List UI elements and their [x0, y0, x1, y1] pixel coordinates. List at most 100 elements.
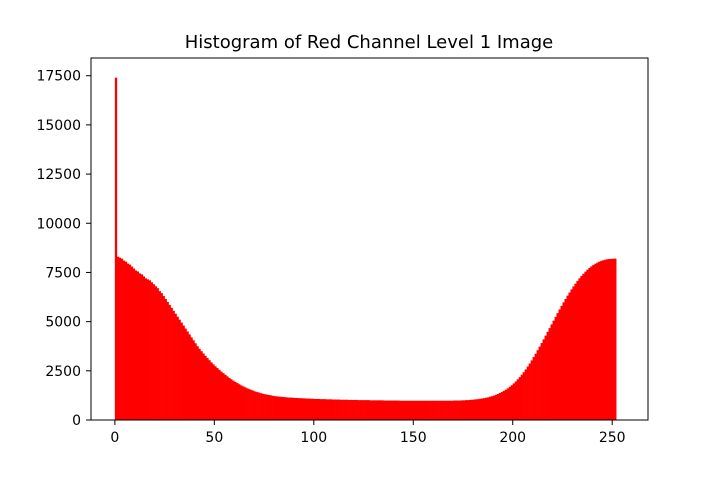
histogram-bar: [371, 400, 374, 420]
histogram-bar: [461, 400, 464, 420]
histogram-bar: [393, 400, 396, 420]
histogram-bar: [268, 395, 271, 420]
histogram-bar: [279, 396, 283, 420]
histogram-bar: [383, 400, 386, 420]
histogram-bar: [516, 379, 519, 420]
histogram-bar: [492, 395, 496, 420]
histogram-bar: [341, 399, 344, 420]
y-tick-label: 7500: [45, 265, 81, 281]
histogram-bar: [299, 398, 303, 420]
histogram-bar: [214, 366, 217, 420]
histogram-bar: [200, 351, 203, 420]
histogram-bar: [506, 388, 510, 420]
histogram-bar: [272, 395, 275, 420]
histogram-bar: [476, 399, 480, 420]
histogram-bar: [508, 386, 512, 420]
histogram-bar: [353, 399, 356, 420]
histogram-bar: [297, 398, 301, 420]
histogram-bar: [562, 302, 565, 420]
histogram-bar: [588, 267, 591, 420]
histogram-bar: [570, 289, 573, 420]
histogram-bar: [333, 399, 336, 420]
histogram-bar: [311, 398, 315, 420]
histogram-bar: [474, 399, 478, 420]
histogram-bar: [417, 400, 420, 420]
histogram-bar: [463, 400, 466, 420]
histogram-bar: [594, 263, 597, 420]
histogram-bar: [520, 374, 523, 420]
x-tick-label: 50: [205, 430, 223, 446]
histogram-bar: [146, 279, 149, 420]
histogram-bar: [208, 360, 211, 420]
histogram-bar: [504, 389, 508, 420]
histogram-bar: [536, 350, 539, 420]
histogram-bar: [281, 396, 285, 420]
histogram-bar: [142, 276, 146, 420]
histogram-bar: [148, 280, 151, 420]
histogram-bar: [309, 398, 313, 420]
histogram-bar: [168, 304, 171, 420]
histogram-bar: [498, 393, 502, 420]
histogram-bar: [262, 393, 265, 420]
histogram-bar: [355, 399, 358, 420]
histogram-bar: [130, 266, 134, 420]
histogram-bar: [375, 400, 378, 420]
histogram-bar: [248, 389, 251, 420]
histogram-bar: [136, 271, 140, 420]
histogram-bar: [287, 397, 291, 420]
histogram-bar: [365, 400, 368, 420]
histogram-bars: [114, 77, 617, 421]
histogram-bar: [363, 400, 366, 420]
histogram-bar: [580, 275, 583, 420]
histogram-bar: [182, 325, 185, 420]
histogram-bar: [373, 400, 376, 420]
histogram-bar: [118, 257, 122, 420]
histogram-bar: [528, 363, 531, 420]
x-axis: 0 50 100 150 200 250: [110, 420, 626, 446]
histogram-bar: [250, 389, 253, 420]
histogram-bar: [293, 397, 297, 420]
histogram-bar: [447, 400, 450, 420]
histogram-bar: [403, 400, 406, 420]
histogram-bar: [335, 399, 338, 420]
histogram-bar: [331, 399, 334, 420]
histogram-bar: [518, 377, 521, 420]
histogram-bar: [391, 400, 394, 420]
histogram-bar: [427, 400, 430, 420]
histogram-bar: [218, 369, 221, 420]
y-tick-label: 2500: [45, 364, 81, 380]
histogram-bar: [606, 259, 609, 420]
histogram-bar: [449, 400, 452, 420]
histogram-bar: [494, 394, 498, 420]
histogram-bar: [405, 400, 408, 420]
histogram-bar: [612, 258, 615, 420]
histogram-bar: [345, 399, 348, 420]
histogram-bar: [542, 339, 545, 420]
histogram-bar: [270, 395, 273, 420]
histogram-bar: [196, 346, 199, 420]
histogram-bar: [532, 357, 535, 420]
histogram-bar: [576, 280, 579, 420]
histogram-bar: [305, 398, 309, 420]
histogram-bar: [600, 260, 603, 420]
histogram-bar: [486, 397, 490, 421]
histogram-bar: [466, 400, 470, 420]
histogram-bar: [552, 320, 555, 420]
histogram-bar: [254, 391, 257, 420]
histogram-bar: [325, 399, 329, 420]
histogram-bar: [574, 283, 577, 420]
histogram-bar: [240, 385, 243, 420]
histogram-bar: [295, 397, 299, 420]
histogram-bar: [550, 324, 553, 420]
histogram-bar: [496, 394, 500, 420]
y-tick-label: 17500: [36, 69, 81, 85]
x-tick-label: 0: [110, 430, 119, 446]
histogram-bar: [162, 296, 165, 420]
histogram-bar: [564, 299, 567, 420]
histogram-bar: [480, 398, 484, 420]
x-tick-label: 100: [300, 430, 327, 446]
histogram-bar: [522, 372, 525, 420]
histogram-bar: [443, 400, 446, 420]
histogram-bar: [152, 284, 155, 420]
histogram-bar: [453, 400, 456, 420]
